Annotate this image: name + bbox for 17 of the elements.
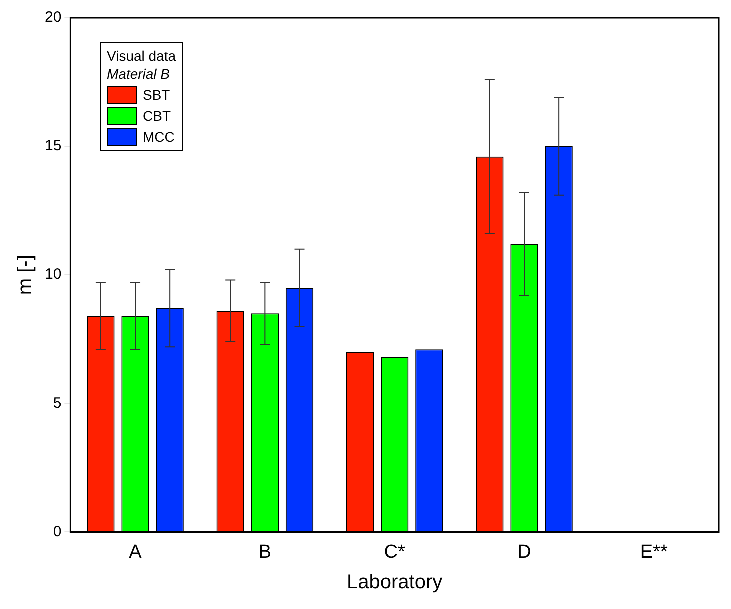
x-tick-label: A [129,542,142,563]
x-tick-label: E** [640,542,668,563]
y-tick-label: 15 [44,138,62,155]
x-tick-label: D [518,542,532,563]
x-tick-label: B [258,542,272,563]
legend-label: MCC [143,128,175,146]
legend-label: SBT [143,86,170,104]
legend-label: CBT [143,107,171,125]
x-axis-title: Laboratory [347,572,443,594]
x-tick-label: C* [384,542,406,563]
y-tick-label: 10 [44,266,62,284]
y-tick-label: 20 [44,9,62,26]
y-tick-label: 0 [53,523,62,540]
y-tick-label: 5 [53,394,62,412]
annotation: Material B [107,65,172,83]
y-axis-title: m [-] [14,255,37,296]
legend-title: Visual data [107,47,176,65]
